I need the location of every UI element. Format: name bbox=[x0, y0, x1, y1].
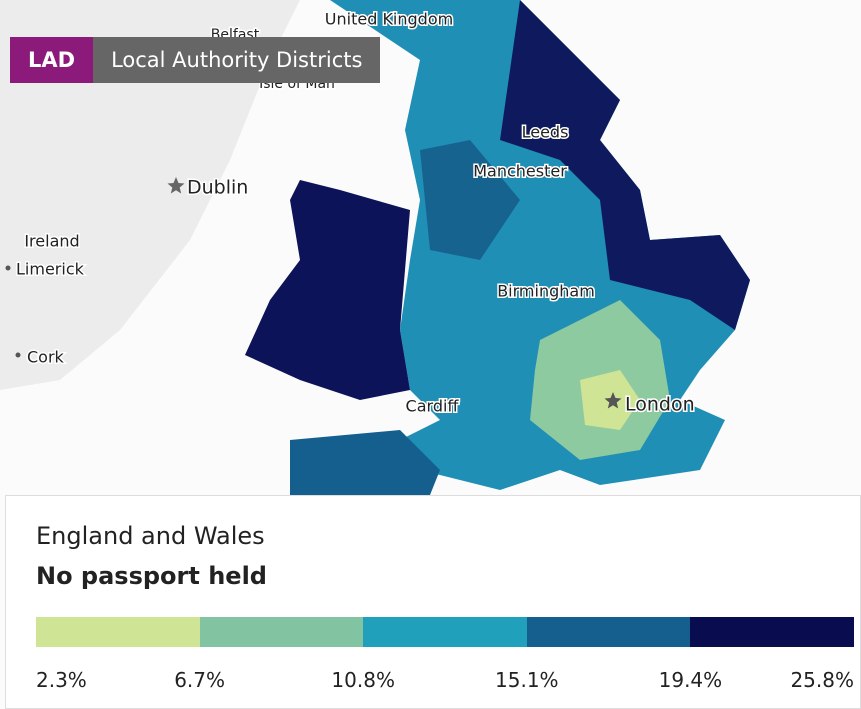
legend-area: England and Wales bbox=[36, 522, 265, 550]
legend-break-label: 10.8% bbox=[331, 668, 395, 692]
layer-badge: LAD Local Authority Districts bbox=[10, 37, 381, 83]
place-label: Cardiff bbox=[406, 397, 460, 416]
wales bbox=[245, 180, 410, 400]
city-dot bbox=[15, 352, 21, 358]
place-label: Ireland bbox=[24, 232, 79, 251]
ireland-land bbox=[0, 0, 300, 390]
place-label: Manchester bbox=[473, 162, 567, 181]
badge-label: Local Authority Districts bbox=[93, 37, 381, 83]
legend-bin bbox=[363, 617, 527, 647]
legend-labels: 2.3% 6.7% 10.8% 15.1% 19.4% 25.8% bbox=[36, 668, 854, 692]
legend-break-label: 25.8% bbox=[790, 668, 854, 692]
midlands bbox=[420, 140, 520, 260]
city-dot bbox=[5, 265, 11, 271]
place-label: London bbox=[625, 394, 695, 416]
legend-break-label: 15.1% bbox=[495, 668, 559, 692]
legend-break-label: 2.3% bbox=[36, 668, 87, 692]
south-west bbox=[290, 430, 440, 495]
place-label: Cork bbox=[27, 348, 65, 367]
east-england bbox=[500, 0, 750, 330]
place-label: Limerick bbox=[16, 260, 85, 279]
legend-break-label: 19.4% bbox=[658, 668, 723, 692]
capital-star bbox=[167, 177, 185, 194]
place-label: Leeds bbox=[522, 123, 569, 142]
place-label: Birmingham bbox=[497, 282, 595, 301]
place-label: Dublin bbox=[187, 177, 248, 199]
legend-break-label: 6.7% bbox=[174, 668, 225, 692]
legend-bin bbox=[526, 617, 691, 647]
legend-bin bbox=[199, 617, 364, 647]
legend-bin bbox=[36, 617, 200, 647]
legend: England and Wales No passport held 2.3% 6… bbox=[5, 495, 861, 709]
legend-bin bbox=[690, 617, 854, 647]
legend-bins bbox=[36, 617, 854, 647]
capital-star bbox=[604, 392, 622, 409]
legend-title: No passport held bbox=[36, 562, 267, 590]
place-label: United Kingdom bbox=[325, 10, 453, 29]
badge-code: LAD bbox=[10, 37, 94, 83]
